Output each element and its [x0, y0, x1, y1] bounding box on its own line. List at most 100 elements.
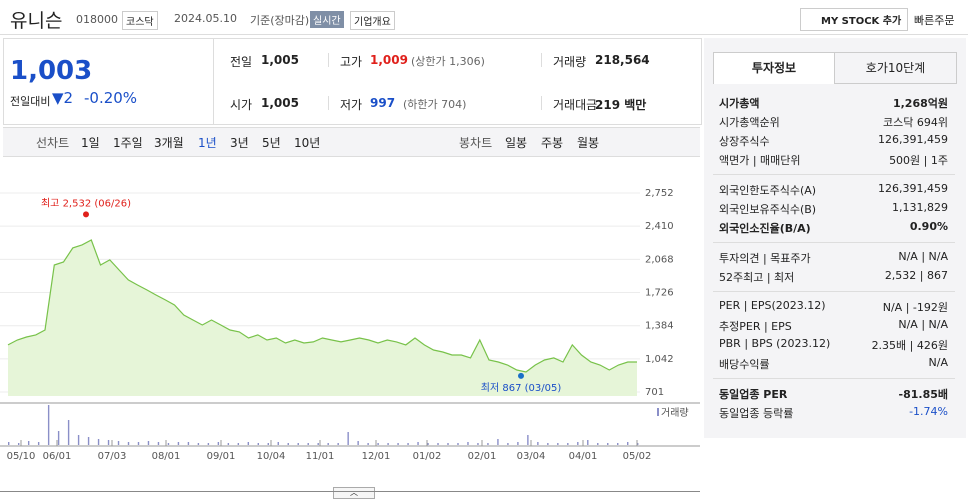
volume-bar — [437, 443, 439, 445]
stat-value: 218,564 — [595, 53, 650, 67]
market-badge: 코스닥 — [122, 11, 158, 30]
y-tick-label: 1,042 — [645, 354, 674, 365]
quick-order[interactable]: 빠른주문 — [914, 14, 955, 27]
volume-bar — [457, 443, 459, 445]
volume-bar — [357, 441, 359, 445]
stock-code: 018000 — [76, 13, 118, 26]
period-tab[interactable]: 3개월 — [154, 136, 184, 150]
volume-bar — [207, 443, 210, 445]
x-tick-label: 05/02 — [623, 451, 652, 462]
volume-bar — [97, 439, 100, 445]
price-line — [7, 239, 637, 373]
stat-value: 1,009 — [370, 53, 408, 67]
candle-tab[interactable]: 일봉 — [505, 136, 528, 150]
period-tab[interactable]: 10년 — [294, 136, 321, 150]
price: 1,003 — [10, 56, 93, 86]
overview-button[interactable]: 기업개요 — [350, 11, 395, 30]
info-value: 2,532 | 867 — [884, 269, 948, 282]
volume-bar — [217, 442, 220, 445]
volume-bar — [197, 443, 200, 445]
info-label: 투자의견 | 목표주가 — [719, 252, 811, 265]
x-tick-label: 06/01 — [43, 451, 72, 462]
volume-bar — [377, 443, 379, 445]
my-stock-button[interactable]: MY STOCK 추가 — [800, 8, 909, 31]
stat-label: 전일 — [230, 55, 253, 69]
info-value: -81.85배 — [898, 388, 948, 401]
stat-label: 시가 — [230, 98, 253, 112]
info-label: 상장주식수 — [719, 135, 770, 148]
divider — [541, 53, 542, 67]
y-tick-label: 1,384 — [645, 321, 674, 332]
x-tick-label: 12/01 — [362, 451, 391, 462]
volume-bar — [37, 442, 40, 445]
info-value: 126,391,459 — [878, 133, 948, 146]
volume-bar — [507, 443, 509, 445]
volume-bar — [477, 443, 479, 445]
stat-value: 1,005 — [261, 53, 299, 67]
volume-bar — [77, 435, 80, 445]
period-tab[interactable]: 1년 — [198, 136, 217, 150]
y-tick-label: 1,726 — [645, 288, 674, 299]
tab-label: 선차트 — [36, 136, 70, 150]
volume-bar — [577, 442, 579, 445]
info-value: N/A — [928, 356, 948, 369]
x-tick-label: 04/01 — [569, 451, 598, 462]
y-tick-label: 2,410 — [645, 221, 674, 232]
info-label: 외국인보유주식수(B) — [719, 203, 817, 216]
y-tick-label: 701 — [645, 387, 664, 398]
volume-bar — [107, 440, 110, 445]
volume-bar — [527, 435, 529, 445]
period-tab[interactable]: 1주일 — [113, 136, 143, 150]
y-tick-label: 2,752 — [645, 188, 674, 199]
volume-bar — [597, 443, 599, 445]
info-tab[interactable]: 호가10단계 — [834, 52, 957, 84]
volume-bar — [367, 443, 369, 445]
volume-bar — [167, 443, 170, 445]
tab-bar — [3, 127, 700, 157]
volume-bar — [587, 440, 589, 445]
volume-bar — [557, 443, 559, 445]
volume-bar — [287, 443, 289, 445]
candle-tab[interactable]: 주봉 — [541, 136, 564, 150]
stat-note: (상한가 1,306) — [411, 55, 485, 68]
info-label: PBR | BPS (2023.12) — [719, 337, 831, 350]
info-label: 액면가 | 매매단위 — [719, 154, 801, 167]
volume-bar — [447, 443, 449, 445]
volume-bar — [487, 443, 489, 445]
legend-label: 거래량 — [661, 407, 689, 419]
x-tick-label: 11/01 — [306, 451, 335, 462]
info-value: 2.35배 | 426원 — [871, 339, 948, 352]
divider — [541, 96, 542, 110]
divider — [0, 491, 700, 492]
collapse-button[interactable]: ︿ — [333, 487, 375, 499]
quote-box — [3, 38, 702, 125]
info-value: N/A | N/A — [898, 318, 948, 331]
volume-bar — [417, 442, 419, 445]
y-tick-label: 2,068 — [645, 254, 674, 265]
period-tab[interactable]: 3년 — [230, 136, 249, 150]
info-label: 추정PER | EPS — [719, 320, 792, 333]
stat-value: 1,005 — [261, 96, 299, 110]
x-tick-label: 03/04 — [517, 451, 546, 462]
candle-tab[interactable]: 월봉 — [577, 136, 600, 150]
period-tab[interactable]: 1일 — [81, 136, 100, 150]
info-label: 시가총액순위 — [719, 116, 780, 129]
legend-swatch — [657, 408, 659, 416]
stat-label: 고가 — [340, 55, 363, 69]
change-value: 2 — [63, 89, 74, 107]
volume-bar — [67, 420, 70, 445]
info-label: 시가총액 — [719, 97, 760, 110]
info-tab[interactable]: 투자정보 — [713, 52, 835, 84]
high-marker — [83, 211, 89, 218]
period-tab[interactable]: 5년 — [262, 136, 281, 150]
volume-bar — [8, 442, 10, 445]
volume-bar — [617, 443, 619, 445]
change-pct: -0.20% — [84, 89, 138, 107]
divider — [328, 53, 329, 67]
tab-label: 봉차트 — [459, 136, 493, 150]
stat-label: 저가 — [340, 98, 363, 112]
x-tick-label: 10/04 — [257, 451, 286, 462]
volume-bar — [327, 443, 329, 445]
volume-bar — [397, 443, 399, 445]
